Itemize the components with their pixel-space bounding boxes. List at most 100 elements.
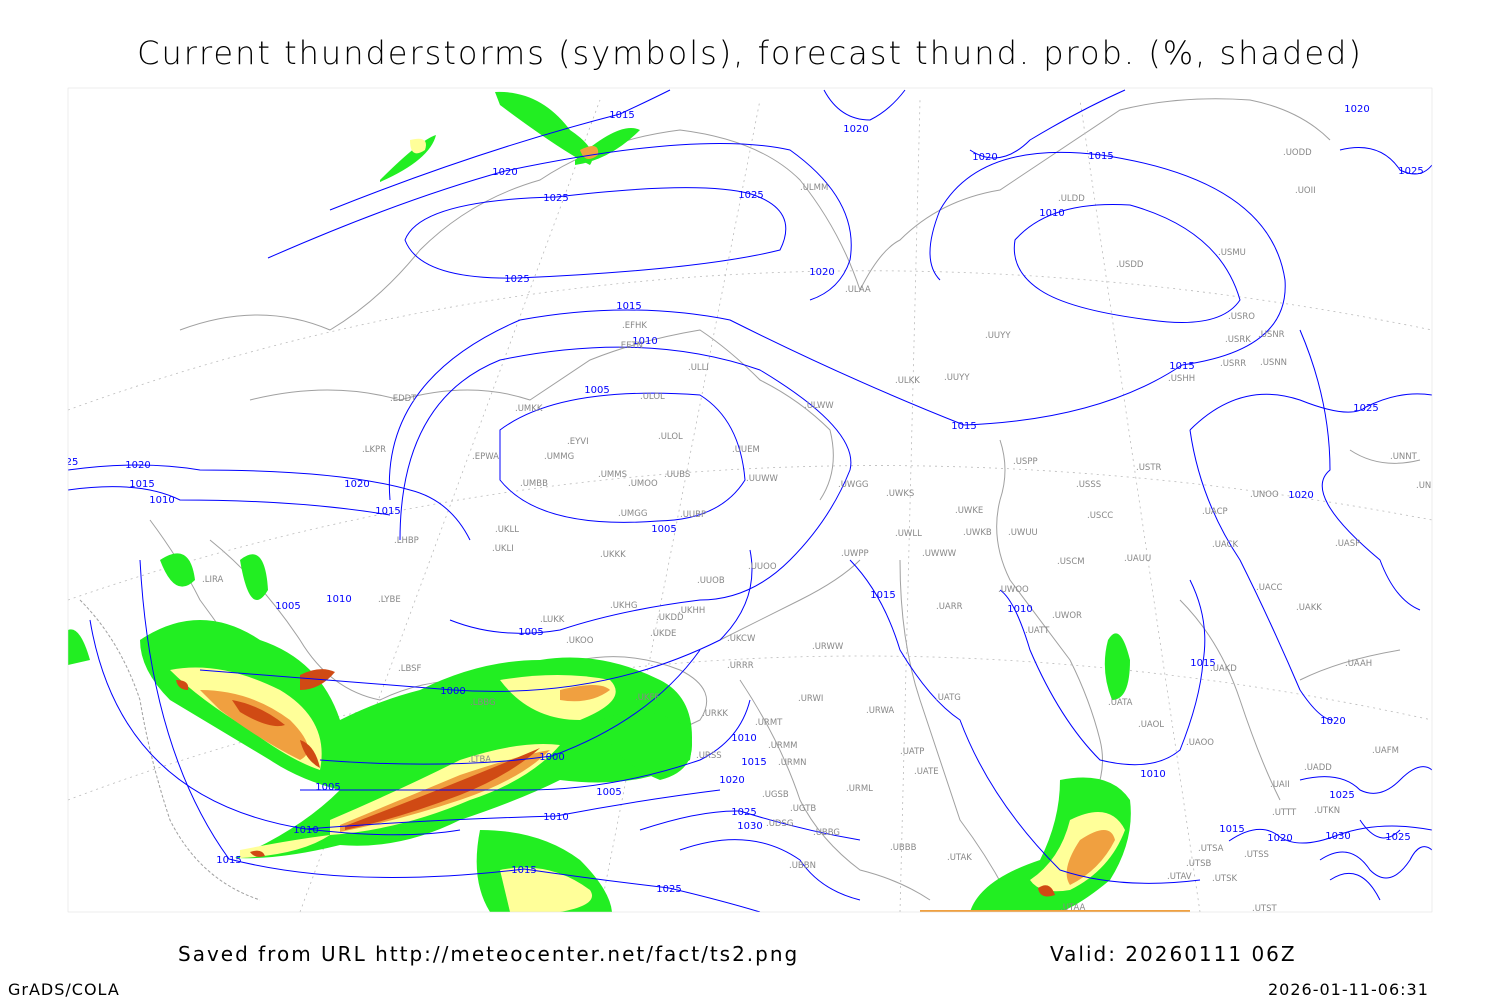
station-label: .LKPR bbox=[362, 445, 386, 455]
station-label: .URSS bbox=[696, 751, 722, 761]
station-label: .UAKD bbox=[1210, 664, 1237, 674]
station-label: .UUYY bbox=[944, 373, 970, 383]
isobar-label: 1010 bbox=[1140, 769, 1165, 780]
station-label: .ULOL bbox=[640, 392, 665, 402]
station-label: .UWKB bbox=[963, 528, 992, 538]
station-label: .UKDD bbox=[656, 613, 684, 623]
isobar-label: 1010 bbox=[149, 495, 174, 506]
station-label: .UMKK bbox=[515, 404, 543, 414]
valid-time-text: Valid: 20260111 06Z bbox=[1050, 942, 1297, 966]
station-label: .USTR bbox=[1136, 463, 1162, 473]
station-label: .UAKK bbox=[1296, 603, 1322, 613]
isobar-label: 1015 bbox=[1088, 151, 1113, 162]
thunderstorm-probability-shading bbox=[68, 91, 1190, 912]
station-label: .UWPP bbox=[841, 549, 869, 559]
isobar-label: 1030 bbox=[1325, 831, 1350, 842]
station-label: .UMMS bbox=[598, 470, 627, 480]
source-url-text: Saved from URL http://meteocenter.net/fa… bbox=[178, 942, 800, 966]
isobar-labels: 1015 1020 1025 1025 1020 1020 1015 1010 1025 1020… bbox=[66, 104, 1424, 895]
station-label: .UGSB bbox=[762, 790, 789, 800]
station-label: .UUEM bbox=[732, 445, 760, 455]
isobar-label: 1010 bbox=[731, 733, 756, 744]
isobar-label: 1020 bbox=[809, 267, 834, 278]
station-label: .EETN bbox=[618, 341, 643, 351]
station-label: .ULKK bbox=[895, 376, 920, 386]
station-label: .UKDE bbox=[650, 629, 676, 639]
isobar-label: 1010 bbox=[543, 812, 568, 823]
isobar-label: 1010 bbox=[293, 825, 318, 836]
isobar-label: 1000 bbox=[539, 752, 564, 763]
station-label: .USSS bbox=[1076, 480, 1101, 490]
station-label: .UODD bbox=[1283, 148, 1312, 158]
isobar-label: 1000 bbox=[440, 686, 465, 697]
software-credit: GrADS/COLA bbox=[8, 980, 120, 999]
station-label: .LTBA bbox=[468, 755, 491, 765]
station-label: .UKOO bbox=[566, 636, 594, 646]
isobar-label: 1020 bbox=[125, 460, 150, 471]
isobar-label: 25 bbox=[66, 457, 79, 468]
station-label: .UTSA bbox=[1198, 844, 1224, 854]
station-label: .UAOO bbox=[1186, 738, 1214, 748]
station-label: .UATP bbox=[900, 747, 924, 757]
isobar-label: 1025 bbox=[1353, 403, 1378, 414]
station-label: .ULWW bbox=[804, 401, 834, 411]
station-label: .LUKK bbox=[540, 615, 565, 625]
station-label: .UOII bbox=[1295, 186, 1316, 196]
station-label: .USDD bbox=[1116, 260, 1144, 270]
station-label: .UTST bbox=[1252, 904, 1278, 914]
station-label: .URKK bbox=[702, 709, 728, 719]
station-label: .UATT bbox=[1025, 626, 1050, 636]
isobar-label: 1015 bbox=[616, 301, 641, 312]
station-label: .URWW bbox=[812, 642, 844, 652]
station-label: .UWKE bbox=[955, 506, 983, 516]
station-label: .UTAV bbox=[1167, 872, 1192, 882]
isobar-label: 1005 bbox=[651, 524, 676, 535]
station-label: .UBBG bbox=[813, 828, 840, 838]
isobar-label: 1010 bbox=[326, 594, 351, 605]
isobar-label: 1030 bbox=[737, 821, 762, 832]
station-label: .USCM bbox=[1057, 557, 1085, 567]
station-label: .ULOL bbox=[658, 432, 683, 442]
station-label: .UAII bbox=[1270, 780, 1290, 790]
station-label: .UMMG bbox=[544, 452, 574, 462]
station-label: .LBBG bbox=[470, 698, 496, 708]
isobar-label: 1015 bbox=[1169, 361, 1194, 372]
station-label: .USCC bbox=[1087, 511, 1113, 521]
station-label: .LHBP bbox=[394, 536, 419, 546]
station-label: .LIRA bbox=[202, 575, 224, 585]
station-label: .UTAK bbox=[947, 853, 972, 863]
station-label: .UNNT bbox=[1390, 452, 1418, 462]
isobar-label: 1015 bbox=[511, 865, 536, 876]
station-label: .UACK bbox=[1212, 540, 1239, 550]
isobar-label: 1010 bbox=[1007, 604, 1032, 615]
isobar-label: 1025 bbox=[656, 884, 681, 895]
station-label: .UTSB bbox=[1186, 859, 1212, 869]
station-label: .EDDT bbox=[390, 394, 417, 404]
isobar-label: 1020 bbox=[344, 479, 369, 490]
station-label: .UUWW bbox=[746, 474, 779, 484]
station-label: .USPP bbox=[1013, 457, 1038, 467]
station-label: .USRR bbox=[1220, 359, 1246, 369]
station-label: .UKHH bbox=[678, 606, 705, 616]
station-label: .UATA bbox=[1108, 698, 1133, 708]
station-label: .UAOL bbox=[1138, 720, 1164, 730]
station-label: .UKFF bbox=[635, 693, 659, 703]
station-label: .LYBE bbox=[378, 595, 401, 605]
station-label: .URWA bbox=[866, 706, 894, 716]
station-label: .UAFM bbox=[1372, 746, 1399, 756]
station-label: .UWWW bbox=[922, 549, 957, 559]
station-label: .UUYY bbox=[985, 331, 1011, 341]
station-label: .UATG bbox=[935, 693, 961, 703]
isobar-label: 1025 bbox=[504, 274, 529, 285]
station-label: .UDSG bbox=[766, 819, 793, 829]
station-label: .UTTT bbox=[1272, 808, 1297, 818]
isobars bbox=[68, 89, 1432, 912]
isobar-label: 1015 bbox=[216, 855, 241, 866]
station-label: .USRO bbox=[1228, 312, 1255, 322]
station-label: .URMM bbox=[768, 741, 798, 751]
station-label: .UUOB bbox=[697, 576, 725, 586]
station-label: .UWGG bbox=[838, 480, 869, 490]
isobar-label: 1025 bbox=[738, 190, 763, 201]
isobar-label: 1015 bbox=[129, 479, 154, 490]
